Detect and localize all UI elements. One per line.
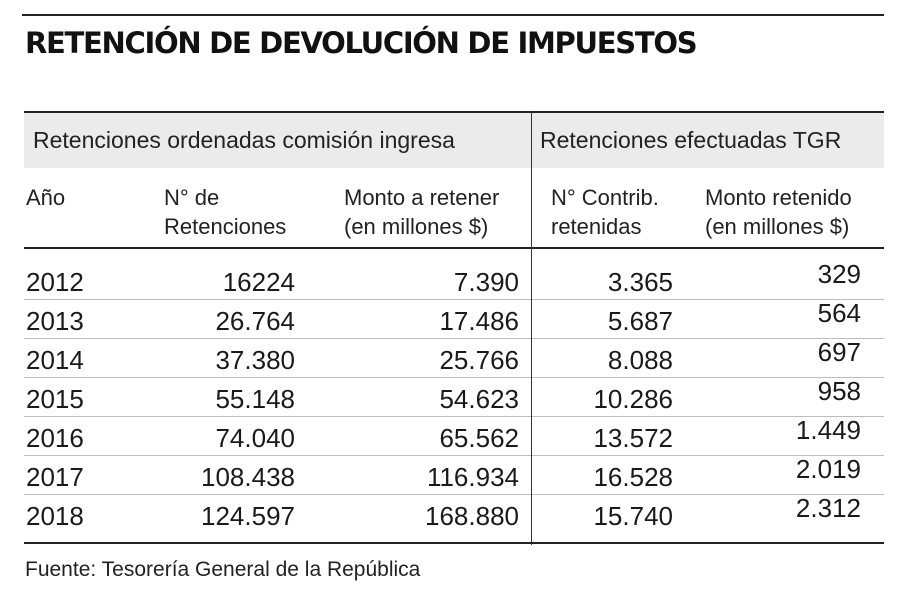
cell-year: 2012 bbox=[26, 267, 84, 297]
row-divider bbox=[24, 299, 884, 300]
cell-taxpayers-retained: 15.740 bbox=[593, 501, 673, 531]
cell-amount-retained: 958 bbox=[817, 376, 861, 406]
cell-year: 2017 bbox=[26, 462, 84, 492]
column-group-band bbox=[24, 113, 884, 168]
table-row: 2018 124.597 168.880 15.740 2.312 bbox=[24, 493, 884, 534]
cell-amount-to-retain: 116.934 bbox=[426, 462, 519, 492]
cell-year: 2013 bbox=[26, 306, 84, 336]
cell-amount-to-retain: 65.562 bbox=[439, 423, 519, 453]
cell-amount-to-retain: 7.390 bbox=[453, 267, 519, 297]
table-title: RETENCIÓN DE DEVOLUCIÓN DE IMPUESTOS bbox=[25, 26, 698, 60]
cell-amount-retained: 2.019 bbox=[795, 454, 861, 484]
table-bottom-rule bbox=[24, 542, 884, 544]
cell-taxpayers-retained: 3.365 bbox=[607, 267, 673, 297]
header-amount-retained: Monto retenido (en millones $) bbox=[705, 185, 852, 239]
cell-retention-count: 108.438 bbox=[201, 462, 295, 492]
cell-amount-to-retain: 17.486 bbox=[439, 306, 519, 336]
source-note: Fuente: Tesorería General de la Repúblic… bbox=[25, 558, 421, 581]
cell-amount-retained: 697 bbox=[817, 337, 861, 367]
cell-retention-count: 55.148 bbox=[215, 384, 295, 414]
column-group-divider bbox=[531, 111, 532, 545]
row-divider bbox=[24, 377, 884, 378]
table-row: 2017 108.438 116.934 16.528 2.019 bbox=[24, 454, 884, 495]
row-divider bbox=[24, 416, 884, 417]
cell-retention-count: 37.380 bbox=[215, 345, 295, 375]
row-divider bbox=[24, 494, 884, 495]
column-group-executed: Retenciones efectuadas TGR bbox=[540, 127, 842, 153]
cell-amount-retained: 329 bbox=[817, 259, 861, 289]
column-group-ordered: Retenciones ordenadas comisión ingresa bbox=[33, 127, 455, 153]
table-row: 2012 16224 7.390 3.365 329 bbox=[24, 259, 884, 300]
cell-amount-retained: 1.449 bbox=[795, 415, 861, 445]
top-rule bbox=[22, 14, 884, 16]
cell-amount-to-retain: 25.766 bbox=[439, 345, 519, 375]
cell-taxpayers-retained: 10.286 bbox=[593, 384, 673, 414]
cell-year: 2015 bbox=[26, 384, 84, 414]
data-table: Retenciones ordenadas comisión ingresa R… bbox=[24, 111, 884, 545]
cell-taxpayers-retained: 8.088 bbox=[607, 345, 673, 375]
cell-taxpayers-retained: 16.528 bbox=[593, 462, 673, 492]
cell-retention-count: 16224 bbox=[222, 267, 295, 297]
table-top-rule bbox=[24, 111, 884, 113]
cell-amount-retained: 2.312 bbox=[795, 493, 861, 523]
row-divider bbox=[24, 338, 884, 339]
table-row: 2014 37.380 25.766 8.088 697 bbox=[24, 337, 884, 378]
table-row: 2015 55.148 54.623 10.286 958 bbox=[24, 376, 884, 417]
header-year: Año bbox=[26, 185, 66, 210]
cell-year: 2016 bbox=[26, 423, 84, 453]
cell-taxpayers-retained: 5.687 bbox=[607, 306, 673, 336]
cell-amount-to-retain: 168.880 bbox=[425, 501, 519, 531]
cell-year: 2018 bbox=[26, 501, 84, 531]
row-divider bbox=[24, 455, 884, 456]
header-amount-to-retain: Monto a retener (en millones $) bbox=[344, 185, 500, 239]
table-row: 2016 74.040 65.562 13.572 1.449 bbox=[24, 415, 884, 456]
table-row: 2013 26.764 17.486 5.687 564 bbox=[24, 298, 884, 339]
cell-retention-count: 74.040 bbox=[215, 423, 295, 453]
cell-amount-to-retain: 54.623 bbox=[439, 384, 519, 414]
cell-taxpayers-retained: 13.572 bbox=[593, 423, 673, 453]
header-retention-count: N° de Retenciones bbox=[164, 185, 287, 239]
cell-year: 2014 bbox=[26, 345, 84, 375]
cell-amount-retained: 564 bbox=[817, 298, 861, 328]
header-taxpayers-retained: N° Contrib. retenidas bbox=[551, 185, 659, 239]
cell-retention-count: 26.764 bbox=[215, 306, 295, 336]
header-rule bbox=[24, 247, 884, 249]
cell-retention-count: 124.597 bbox=[201, 501, 295, 531]
